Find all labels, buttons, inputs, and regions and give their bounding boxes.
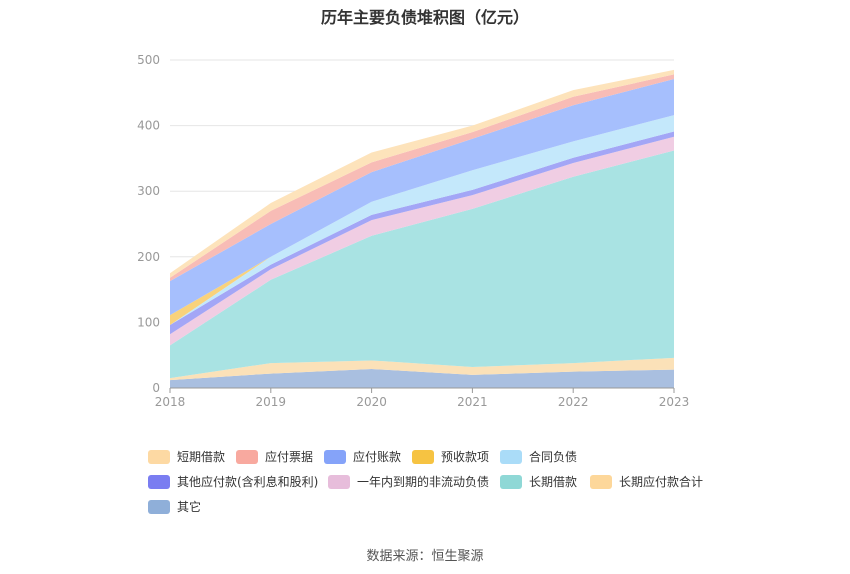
legend-swatch: [148, 474, 170, 489]
legend-label: 其它: [177, 500, 202, 514]
legend-label: 应付账款: [353, 450, 402, 464]
legend-item[interactable]: 长期借款: [500, 473, 577, 490]
y-tick-label: 500: [137, 53, 160, 67]
source-note: 数据来源：恒生聚源: [366, 549, 484, 564]
area-series-3: [170, 150, 674, 379]
legend-item[interactable]: 预收款项: [412, 448, 489, 465]
legend-swatch: [412, 449, 434, 464]
legend-swatch: [324, 449, 346, 464]
legend-item[interactable]: 短期借款: [148, 448, 225, 465]
legend-swatch: [148, 449, 170, 464]
legend-item[interactable]: 其它: [148, 498, 201, 515]
area-series-6: [170, 115, 674, 326]
legend-item[interactable]: 应付票据: [236, 448, 313, 465]
y-tick-label: 400: [137, 119, 160, 133]
legend-label: 应付票据: [265, 450, 314, 464]
legend-label: 其他应付款(含利息和股利): [177, 475, 319, 489]
chart-title: 历年主要负债堆积图（亿元）: [320, 8, 529, 27]
legend-swatch: [148, 499, 170, 514]
y-tick-label: 100: [137, 315, 160, 329]
legend-item[interactable]: 应付账款: [324, 448, 401, 465]
x-tick-label: 2020: [356, 395, 387, 409]
legend-swatch: [500, 474, 522, 489]
x-tick-label: 2018: [155, 395, 186, 409]
legend-item[interactable]: 其他应付款(含利息和股利): [148, 473, 318, 490]
legend-swatch: [590, 474, 612, 489]
axes: 0 100 200 300 400 500 2018 2019 2020 2021 2022 2023: [137, 53, 689, 409]
y-tick-label: 200: [137, 250, 160, 264]
legend-label: 短期借款: [177, 450, 226, 464]
y-tick-label: 0: [152, 381, 160, 395]
area-series-8: [170, 79, 674, 316]
y-tick-label: 300: [137, 184, 160, 198]
legend-swatch: [236, 449, 258, 464]
area-series-1: [170, 368, 674, 388]
area-series-4: [170, 136, 674, 346]
legend-label: 一年内到期的非流动负债: [357, 475, 490, 489]
x-tick-label: 2019: [256, 395, 287, 409]
legend-label: 长期应付款合计: [619, 475, 704, 489]
legend-item[interactable]: 长期应付款合计: [590, 473, 703, 490]
x-tick-label: 2023: [659, 395, 690, 409]
legend-label: 预收款项: [441, 450, 490, 464]
x-tick-label: 2022: [558, 395, 589, 409]
legend-label: 长期借款: [529, 475, 578, 489]
area-series: [170, 69, 674, 388]
legend-label: 合同负债: [529, 450, 578, 464]
area-series-2: [170, 357, 674, 381]
legend-item[interactable]: 合同负债: [500, 448, 577, 465]
x-tick-label: 2021: [457, 395, 488, 409]
legend-item[interactable]: 一年内到期的非流动负债: [328, 473, 489, 490]
legend-swatch: [500, 449, 522, 464]
legend-swatch: [328, 474, 350, 489]
